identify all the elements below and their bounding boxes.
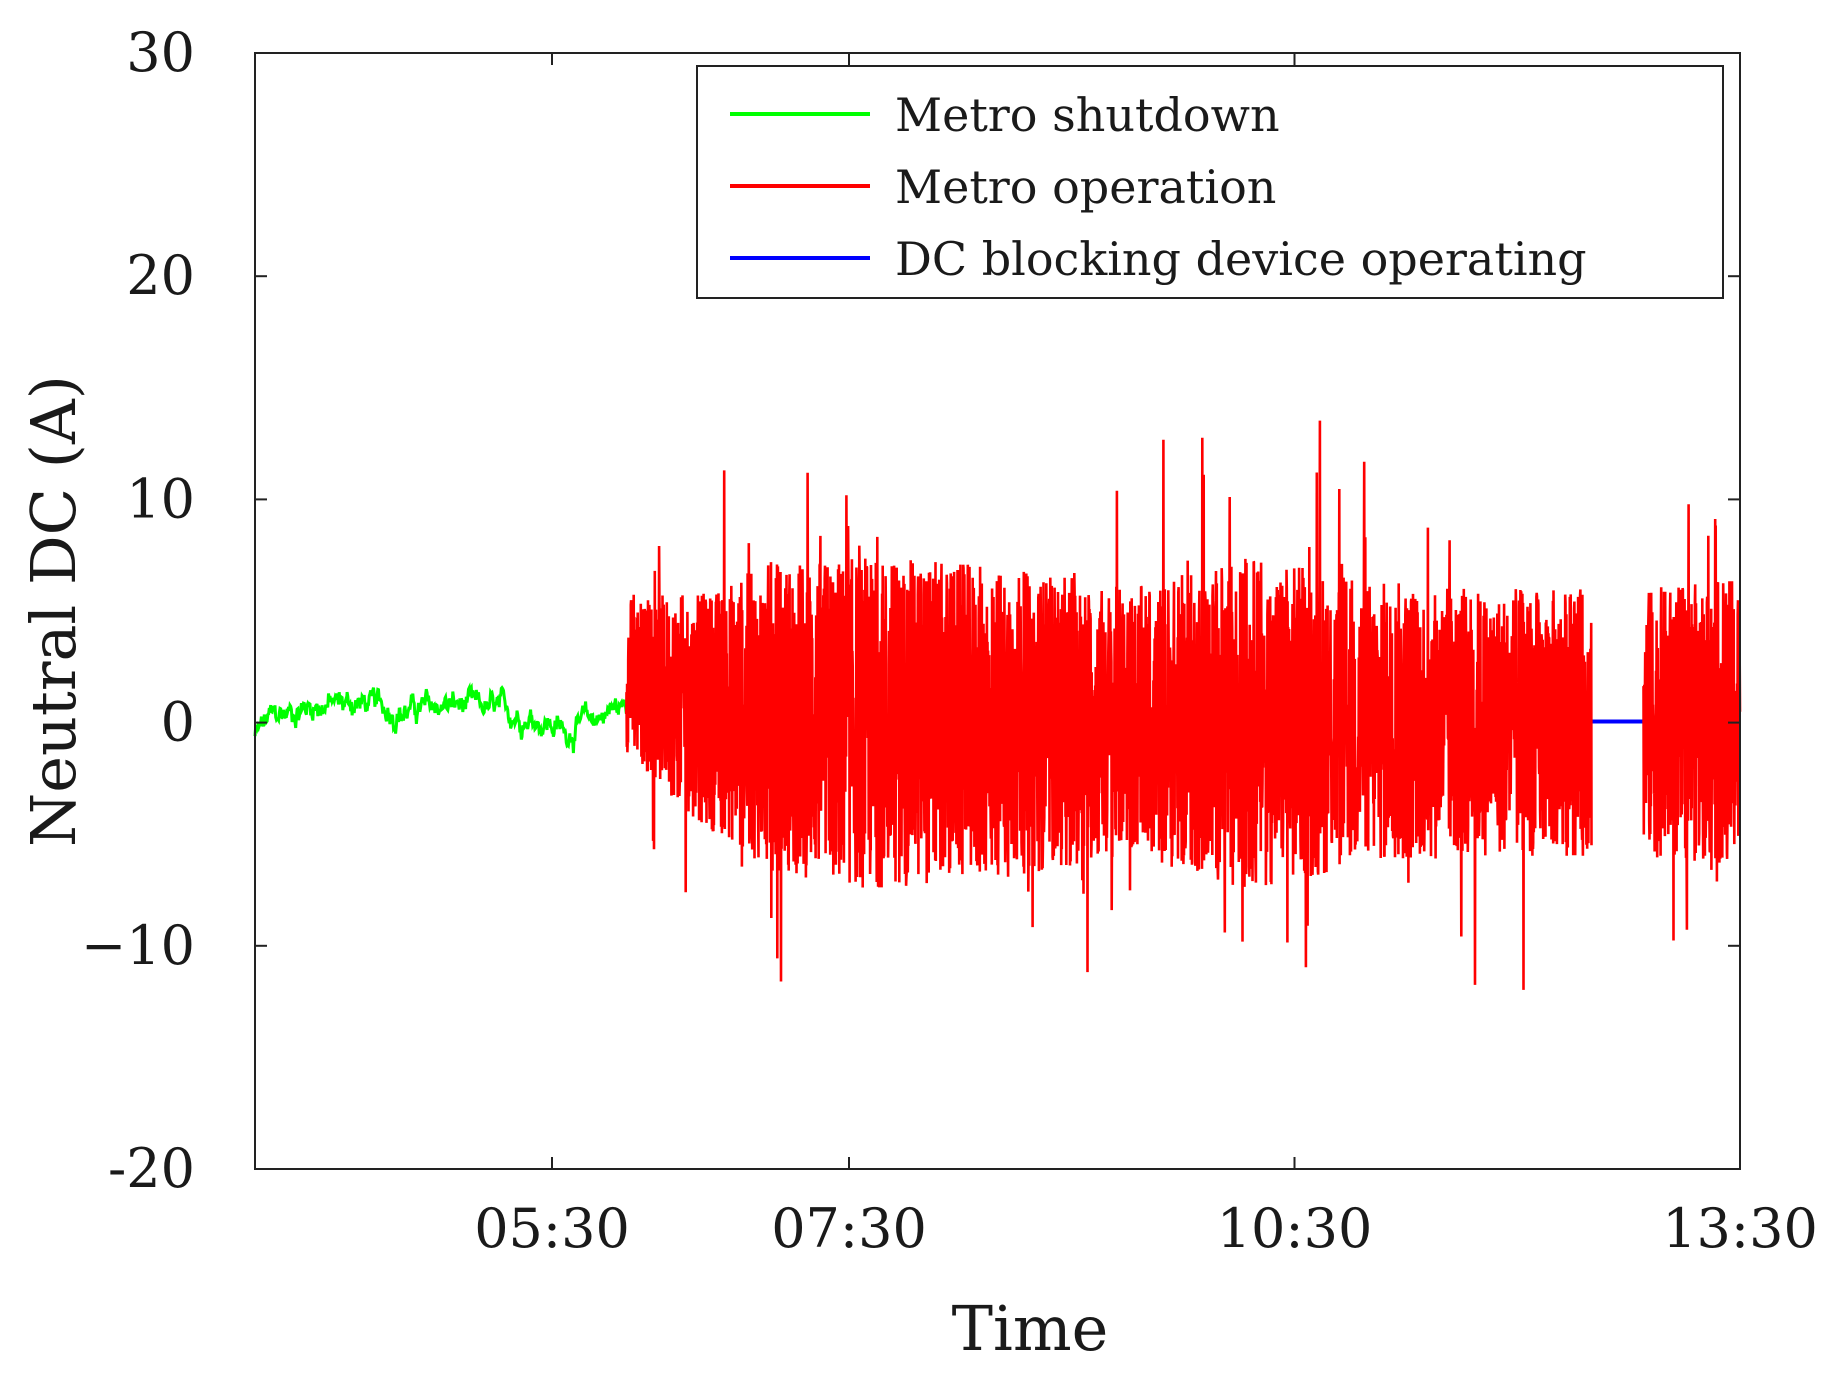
y-tick-label: 0 xyxy=(161,691,195,754)
y-tick-label: 20 xyxy=(126,244,195,307)
legend: Metro shutdown Metro operation DC blocki… xyxy=(696,65,1724,299)
x-tick-label: 13:30 xyxy=(1662,1197,1818,1260)
plot-layer xyxy=(253,420,1742,990)
series-shutdown-line xyxy=(253,682,628,754)
series-operation-line xyxy=(625,420,1593,990)
legend-label-shutdown: Metro shutdown xyxy=(895,88,1280,142)
plot-frame xyxy=(254,52,1741,1170)
y-axis-title: Neutral DC (A) xyxy=(17,375,90,847)
y-tick-label: -20 xyxy=(108,1137,195,1200)
x-axis-title: Time xyxy=(952,1292,1109,1365)
legend-label-blocking: DC blocking device operating xyxy=(895,232,1587,286)
y-tick-label: 30 xyxy=(126,21,195,84)
y-tick-label: 10 xyxy=(126,467,195,530)
x-tick-label: 10:30 xyxy=(1217,1197,1373,1260)
series-operation-line xyxy=(1642,504,1742,941)
tick-layer: 30 20 10 0 −10 -20 05:30 07:30 10:30 13:30 xyxy=(81,21,1818,1260)
x-tick-label: 07:30 xyxy=(771,1197,927,1260)
legend-label-operation: Metro operation xyxy=(895,160,1276,214)
x-tick-label: 05:30 xyxy=(474,1197,630,1260)
y-tick-label: −10 xyxy=(81,914,195,977)
